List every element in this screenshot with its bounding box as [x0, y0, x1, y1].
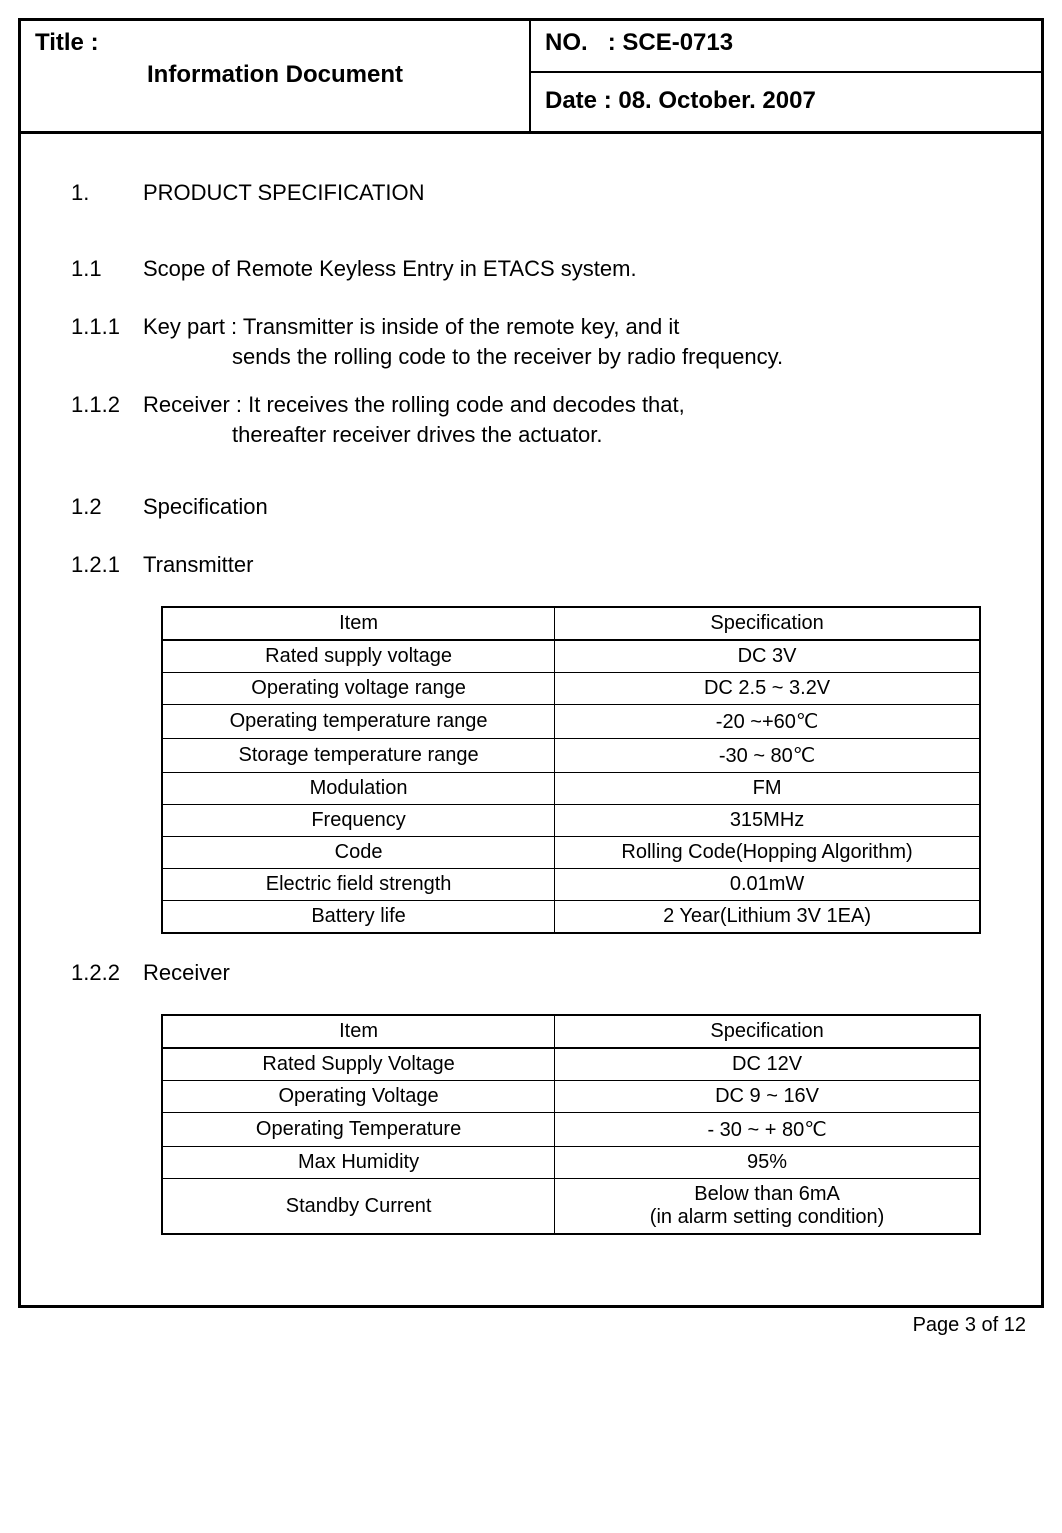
table-cell: Below than 6mA(in alarm setting conditio…	[555, 1179, 980, 1235]
table-row: Rated Supply VoltageDC 12V	[162, 1048, 980, 1081]
table-cell: -30 ~ 80℃	[555, 739, 980, 773]
page-footer: Page 3 of 12	[18, 1308, 1044, 1337]
table-header-cell: Item	[162, 1015, 555, 1048]
document-page: Title : Information Document NO. : SCE-0…	[0, 0, 1062, 1343]
table-row: Operating voltage rangeDC 2.5 ~ 3.2V	[162, 673, 980, 705]
table-cell: Modulation	[162, 773, 555, 805]
table-header-cell: Item	[162, 607, 555, 640]
section-1-2-1: 1.2.1 Transmitter	[71, 552, 991, 578]
table-row: Operating VoltageDC 9 ~ 16V	[162, 1081, 980, 1113]
section-1-1: 1.1 Scope of Remote Keyless Entry in ETA…	[71, 256, 991, 282]
table-row: Battery life2 Year(Lithium 3V 1EA)	[162, 901, 980, 934]
table-row: Standby CurrentBelow than 6mA(in alarm s…	[162, 1179, 980, 1235]
sec12-text: Specification	[143, 494, 268, 520]
table-cell: Rated supply voltage	[162, 640, 555, 673]
table-cell: DC 12V	[555, 1048, 980, 1081]
receiver-table: ItemSpecificationRated Supply VoltageDC …	[161, 1014, 981, 1235]
table-cell: Rated Supply Voltage	[162, 1048, 555, 1081]
sec112-line1: Receiver : It receives the rolling code …	[143, 392, 685, 418]
section-1-2: 1.2 Specification	[71, 494, 991, 520]
table-cell: Frequency	[162, 805, 555, 837]
sec122-num: 1.2.2	[71, 960, 143, 986]
table-row: Rated supply voltageDC 3V	[162, 640, 980, 673]
table-header-cell: Specification	[555, 1015, 980, 1048]
table-cell: Operating Voltage	[162, 1081, 555, 1113]
table-row: Frequency315MHz	[162, 805, 980, 837]
table-cell: 2 Year(Lithium 3V 1EA)	[555, 901, 980, 934]
table-cell: Rolling Code(Hopping Algorithm)	[555, 837, 980, 869]
sec121-text: Transmitter	[143, 552, 253, 578]
table-cell: Storage temperature range	[162, 739, 555, 773]
sec111-num: 1.1.1	[71, 314, 143, 340]
table-cell: DC 3V	[555, 640, 980, 673]
page-frame: Title : Information Document NO. : SCE-0…	[18, 18, 1044, 1308]
title-value: Information Document	[35, 61, 515, 89]
table-cell: Operating voltage range	[162, 673, 555, 705]
table-row: Storage temperature range-30 ~ 80℃	[162, 739, 980, 773]
header-box: Title : Information Document NO. : SCE-0…	[21, 21, 1041, 134]
no-value: : SCE-0713	[608, 29, 733, 56]
table-row: Max Humidity95%	[162, 1147, 980, 1179]
table-cell: -20 ~+60℃	[555, 705, 980, 739]
doc-date: Date : 08. October. 2007	[531, 73, 1041, 131]
sec112-line2: thereafter receiver drives the actuator.	[71, 422, 991, 448]
table-row: Electric field strength0.01mW	[162, 869, 980, 901]
table-cell: Max Humidity	[162, 1147, 555, 1179]
date-value: 08. October. 2007	[618, 87, 815, 114]
date-label: Date :	[545, 87, 612, 114]
section-1-1-1: 1.1.1 Key part : Transmitter is inside o…	[71, 314, 991, 340]
table-cell: Standby Current	[162, 1179, 555, 1235]
table-row: Operating Temperature- 30 ~ + 80℃	[162, 1113, 980, 1147]
sec1-num: 1.	[71, 180, 143, 206]
table-cell: Operating Temperature	[162, 1113, 555, 1147]
section-1: 1. PRODUCT SPECIFICATION	[71, 180, 991, 206]
table-cell: DC 9 ~ 16V	[555, 1081, 980, 1113]
table-row: Operating temperature range-20 ~+60℃	[162, 705, 980, 739]
sec111-line1: Key part : Transmitter is inside of the …	[143, 314, 679, 340]
table-cell: FM	[555, 773, 980, 805]
table-cell: Operating temperature range	[162, 705, 555, 739]
header-right-cell: NO. : SCE-0713 Date : 08. October. 2007	[531, 21, 1041, 131]
sec121-num: 1.2.1	[71, 552, 143, 578]
table-cell: 0.01mW	[555, 869, 980, 901]
section-1-2-2: 1.2.2 Receiver	[71, 960, 991, 986]
page-number: Page 3 of 12	[913, 1314, 1026, 1336]
sec111-line2: sends the rolling code to the receiver b…	[71, 344, 991, 370]
table-cell: Electric field strength	[162, 869, 555, 901]
doc-number: NO. : SCE-0713	[531, 21, 1041, 73]
table-row: CodeRolling Code(Hopping Algorithm)	[162, 837, 980, 869]
sec11-text: Scope of Remote Keyless Entry in ETACS s…	[143, 256, 637, 282]
table-row: ModulationFM	[162, 773, 980, 805]
sec1-text: PRODUCT SPECIFICATION	[143, 180, 425, 206]
sec122-text: Receiver	[143, 960, 230, 986]
table-header-cell: Specification	[555, 607, 980, 640]
transmitter-table: ItemSpecificationRated supply voltageDC …	[161, 606, 981, 934]
header-left-cell: Title : Information Document	[21, 21, 531, 131]
sec11-num: 1.1	[71, 256, 143, 282]
sec12-num: 1.2	[71, 494, 143, 520]
section-1-1-2: 1.1.2 Receiver : It receives the rolling…	[71, 392, 991, 418]
table-cell: DC 2.5 ~ 3.2V	[555, 673, 980, 705]
table-cell: 315MHz	[555, 805, 980, 837]
title-label: Title :	[35, 29, 99, 56]
table-cell: Code	[162, 837, 555, 869]
table-cell: Battery life	[162, 901, 555, 934]
no-label: NO.	[545, 29, 588, 56]
content-area: 1. PRODUCT SPECIFICATION 1.1 Scope of Re…	[21, 134, 1041, 1305]
table-cell: - 30 ~ + 80℃	[555, 1113, 980, 1147]
sec112-num: 1.1.2	[71, 392, 143, 418]
table-cell: 95%	[555, 1147, 980, 1179]
